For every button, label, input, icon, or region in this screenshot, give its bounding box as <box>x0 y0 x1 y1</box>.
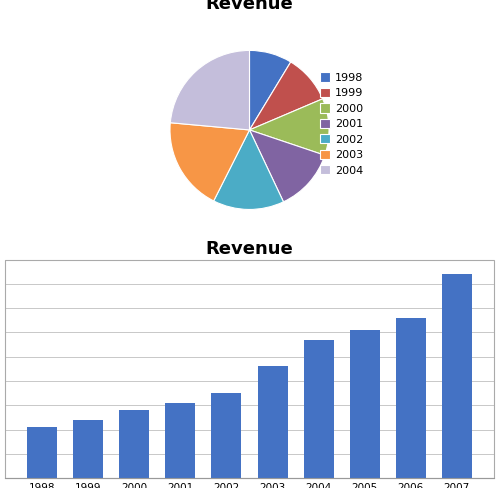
Bar <box>5 260 494 478</box>
Bar <box>73 420 103 478</box>
Legend: 1998, 1999, 2000, 2001, 2002, 2003, 2004: 1998, 1999, 2000, 2001, 2002, 2003, 2004 <box>318 70 365 178</box>
Title: Revenue: Revenue <box>206 240 293 258</box>
Wedge shape <box>170 122 250 201</box>
Bar <box>350 330 380 478</box>
Title: Revenue: Revenue <box>206 0 293 13</box>
Wedge shape <box>170 50 250 130</box>
Wedge shape <box>250 62 323 130</box>
Wedge shape <box>250 99 329 155</box>
Bar <box>396 318 426 478</box>
Wedge shape <box>214 130 283 209</box>
Bar <box>166 403 196 478</box>
Bar <box>27 427 57 478</box>
Bar <box>303 340 333 478</box>
Wedge shape <box>250 50 291 130</box>
Bar <box>212 393 242 478</box>
Wedge shape <box>250 130 325 202</box>
Bar <box>257 366 287 478</box>
Bar <box>442 274 472 478</box>
Bar <box>119 410 149 478</box>
